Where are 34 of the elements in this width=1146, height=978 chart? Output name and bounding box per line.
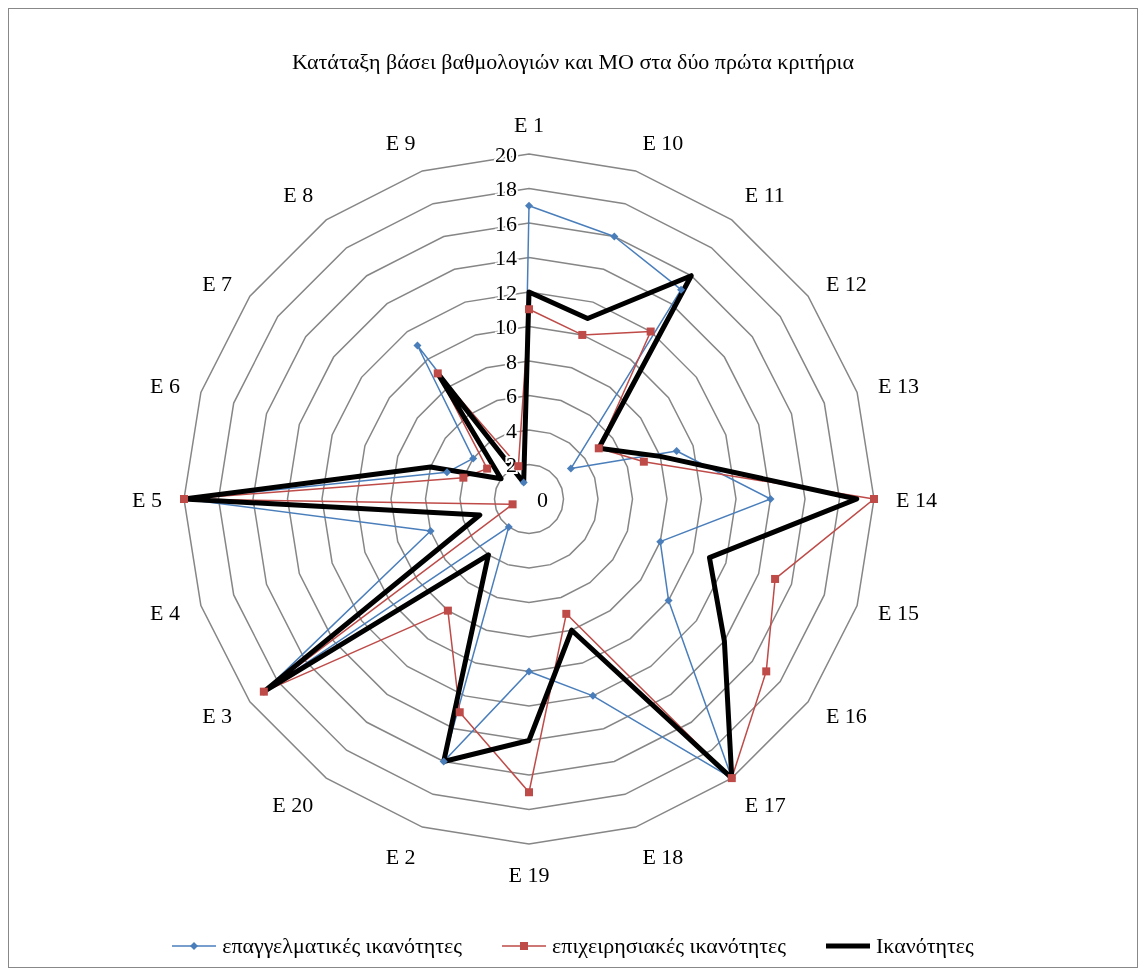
y-tick-label: 16: [495, 210, 517, 236]
spoke-label: E 1: [514, 112, 544, 137]
spoke-label: E 18: [642, 843, 684, 869]
y-tick-label: 10: [495, 314, 517, 339]
spoke-label: E 6: [150, 373, 180, 399]
y-tick-label: 8: [506, 348, 517, 374]
spoke-label: E 20: [272, 791, 314, 817]
legend-label: Ικανότητες: [875, 933, 974, 959]
y-tick-label: 18: [495, 176, 517, 201]
spoke-label: E 7: [202, 271, 233, 297]
spoke-label: E 11: [744, 182, 785, 208]
spoke-label: E 17: [744, 791, 786, 817]
y-tick-label: 6: [506, 383, 517, 408]
spoke-label: E 4: [150, 600, 180, 626]
spoke-label: E 13: [878, 373, 919, 399]
y-tick-label: 0: [537, 486, 548, 512]
y-tick-label: 20: [495, 141, 517, 167]
y-tick-label: 12: [495, 279, 517, 305]
spoke-label: E 15: [878, 600, 919, 626]
spoke-label: E 3: [202, 702, 233, 728]
spoke-label: E 10: [642, 129, 684, 155]
spoke-label: E 16: [825, 702, 867, 728]
spoke-label: E 19: [508, 861, 550, 887]
legend-label: επιχειρησιακές ικανότητες: [552, 933, 786, 959]
spoke-label: E 5: [132, 486, 162, 512]
spoke-label: E 14: [896, 486, 937, 512]
spoke-label: E 8: [283, 182, 314, 208]
y-tick-label: 14: [495, 245, 517, 270]
spoke-label: E 9: [385, 129, 416, 155]
y-tick-label: 4: [506, 417, 517, 443]
spoke-label: E 2: [385, 843, 416, 869]
chart-title: Κατάταξη βάσει βαθμολογιών και ΜΟ στα δύο πρώτα κριτήρια: [290, 48, 856, 76]
legend-label: επαγγελματικές ικανότητες: [222, 933, 463, 959]
spoke-label: E 12: [825, 271, 867, 297]
